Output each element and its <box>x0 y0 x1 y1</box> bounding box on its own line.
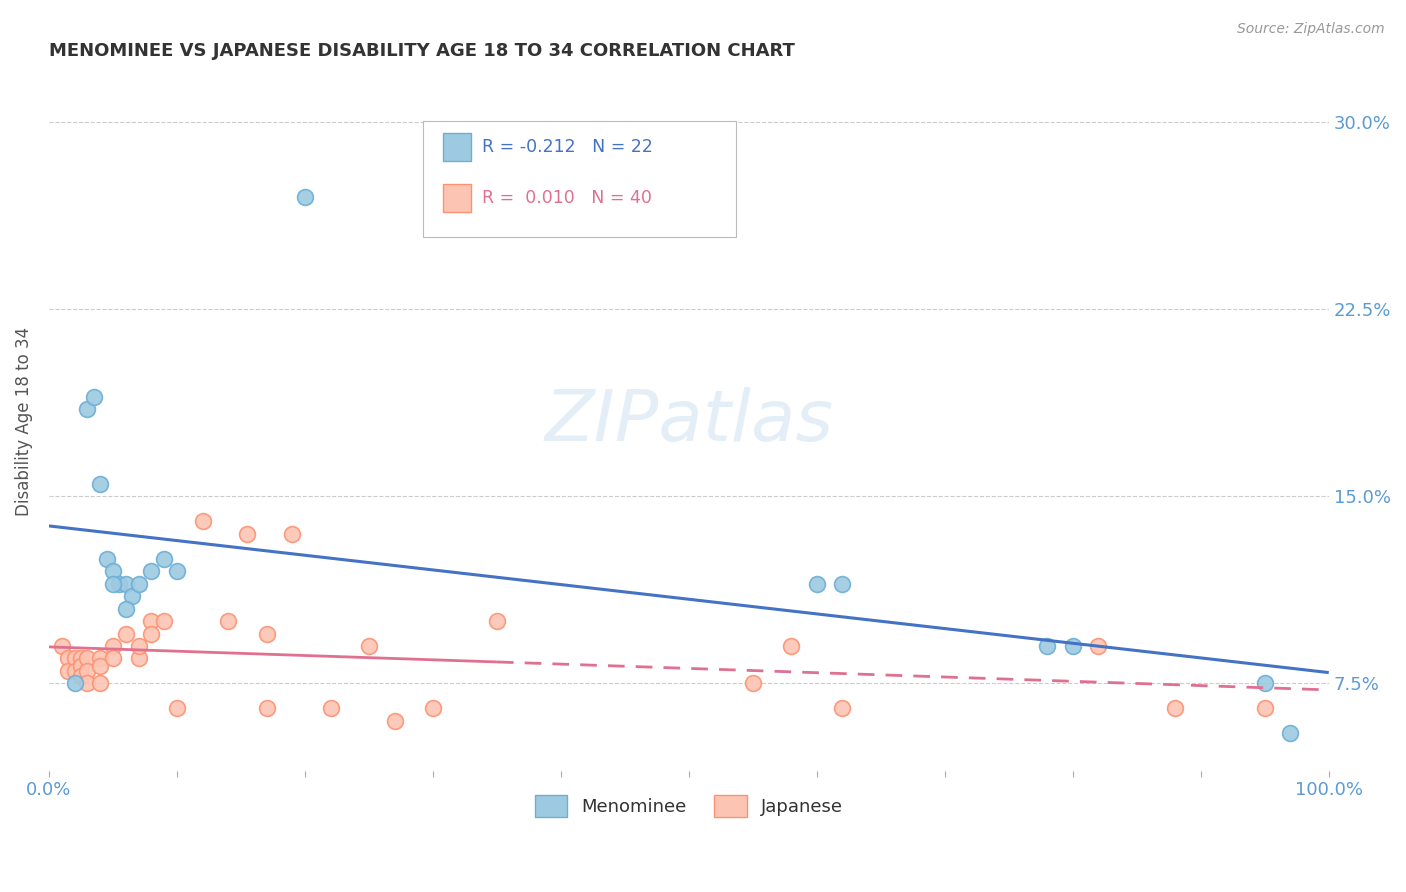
Point <box>153 551 176 566</box>
Point <box>153 614 176 628</box>
Point <box>294 190 316 204</box>
Point <box>128 651 150 665</box>
Point <box>63 664 86 678</box>
Point <box>319 701 342 715</box>
Point <box>56 664 79 678</box>
Point <box>101 564 124 578</box>
Point <box>76 676 98 690</box>
Point <box>101 576 124 591</box>
Text: Source: ZipAtlas.com: Source: ZipAtlas.com <box>1237 22 1385 37</box>
Point <box>831 701 853 715</box>
Point <box>114 626 136 640</box>
Point <box>89 476 111 491</box>
Point <box>51 639 73 653</box>
FancyBboxPatch shape <box>443 184 471 212</box>
Point <box>741 676 763 690</box>
Point <box>128 639 150 653</box>
Point <box>83 390 105 404</box>
Text: R = -0.212   N = 22: R = -0.212 N = 22 <box>481 138 652 156</box>
Legend: Menominee, Japanese: Menominee, Japanese <box>527 788 851 824</box>
Point <box>166 564 188 578</box>
Point <box>281 526 304 541</box>
Point <box>76 664 98 678</box>
Point <box>1254 701 1277 715</box>
Point <box>141 626 163 640</box>
Point <box>89 676 111 690</box>
Point <box>128 576 150 591</box>
Point <box>1036 639 1059 653</box>
Point <box>114 601 136 615</box>
Point <box>256 701 278 715</box>
Point <box>101 639 124 653</box>
Point <box>121 589 143 603</box>
Point <box>831 576 853 591</box>
Text: R =  0.010   N = 40: R = 0.010 N = 40 <box>481 189 651 207</box>
Point <box>89 651 111 665</box>
Point <box>141 614 163 628</box>
Point <box>56 651 79 665</box>
Point <box>191 514 214 528</box>
Point <box>485 614 508 628</box>
Point <box>384 714 406 728</box>
Point <box>806 576 828 591</box>
Point <box>63 676 86 690</box>
Text: MENOMINEE VS JAPANESE DISABILITY AGE 18 TO 34 CORRELATION CHART: MENOMINEE VS JAPANESE DISABILITY AGE 18 … <box>49 42 794 60</box>
Point <box>141 564 163 578</box>
Point <box>166 701 188 715</box>
Point <box>357 639 380 653</box>
Point <box>70 669 93 683</box>
Point <box>63 651 86 665</box>
Point <box>70 651 93 665</box>
Point <box>1279 726 1302 740</box>
Text: ZIPatlas: ZIPatlas <box>544 387 834 456</box>
Point <box>1062 639 1084 653</box>
Point <box>1254 676 1277 690</box>
Point <box>422 701 444 715</box>
FancyBboxPatch shape <box>443 133 471 161</box>
Point <box>256 626 278 640</box>
Point <box>76 402 98 417</box>
Point <box>70 659 93 673</box>
Point <box>1087 639 1109 653</box>
Point <box>101 651 124 665</box>
Point <box>114 576 136 591</box>
Point <box>236 526 259 541</box>
Point <box>217 614 239 628</box>
Point <box>96 551 118 566</box>
Point <box>1164 701 1187 715</box>
Point <box>108 576 131 591</box>
Y-axis label: Disability Age 18 to 34: Disability Age 18 to 34 <box>15 327 32 516</box>
Point <box>89 659 111 673</box>
FancyBboxPatch shape <box>423 121 737 236</box>
Point <box>780 639 803 653</box>
Point <box>76 651 98 665</box>
